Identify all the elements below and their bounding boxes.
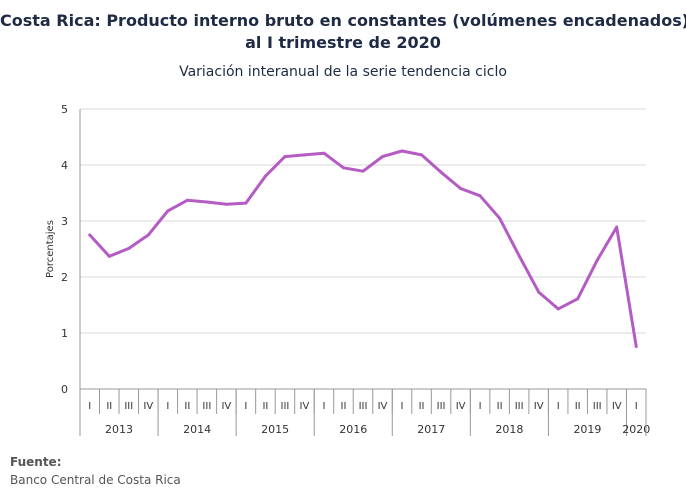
data-point: [595, 258, 599, 262]
chart-title: Costa Rica: Producto interno bruto en co…: [0, 10, 686, 54]
chart-title-line-1: Costa Rica: Producto interno bruto en co…: [0, 11, 686, 30]
x-tick-label: III: [359, 401, 368, 412]
data-point: [341, 166, 345, 170]
data-point: [88, 233, 92, 237]
source-label: Fuente:: [10, 455, 62, 469]
x-tick-label: I: [88, 401, 91, 412]
data-point: [205, 200, 209, 204]
y-tick-label: 1: [61, 327, 68, 340]
data-point: [478, 194, 482, 198]
x-tick-label: IV: [612, 401, 622, 412]
year-label: 2020: [622, 423, 650, 436]
data-point: [634, 344, 638, 348]
x-tick-label: I: [401, 401, 404, 412]
data-point: [439, 170, 443, 174]
y-tick-label: 2: [61, 271, 68, 284]
data-point: [166, 209, 170, 213]
x-tick-label: I: [322, 401, 325, 412]
x-tick-label: I: [479, 401, 482, 412]
data-point: [420, 153, 424, 157]
data-point: [459, 187, 463, 191]
data-point: [244, 201, 248, 205]
year-label: 2019: [573, 423, 601, 436]
data-point: [381, 155, 385, 159]
x-tick-label: I: [557, 401, 560, 412]
data-point: [283, 155, 287, 159]
year-label: 2015: [261, 423, 289, 436]
data-point: [107, 254, 111, 258]
source-text: Banco Central de Costa Rica: [10, 473, 181, 487]
data-point: [537, 290, 541, 294]
year-label: 2014: [183, 423, 211, 436]
x-tick-label: I: [635, 401, 638, 412]
y-tick-label: 5: [61, 103, 68, 116]
x-tick-label: IV: [456, 401, 466, 412]
x-tick-label: II: [262, 401, 268, 412]
data-point: [185, 198, 189, 202]
x-tick-label: I: [166, 401, 169, 412]
x-tick-label: II: [106, 401, 112, 412]
data-point: [361, 169, 365, 173]
data-point: [498, 216, 502, 220]
chart-subtitle: Variación interanual de la serie tendenc…: [179, 64, 507, 80]
y-tick-label: 0: [61, 383, 68, 396]
x-tick-label: III: [202, 401, 211, 412]
y-tick-label: 3: [61, 215, 68, 228]
data-point: [224, 202, 228, 206]
y-tick-label: 4: [61, 159, 68, 172]
data-point: [127, 246, 131, 250]
data-point: [615, 225, 619, 229]
x-tick-label: III: [437, 401, 446, 412]
x-tick-label: III: [515, 401, 524, 412]
data-point: [400, 149, 404, 153]
x-tick-label: IV: [300, 401, 310, 412]
x-tick-label: IV: [378, 401, 388, 412]
data-point: [517, 254, 521, 258]
x-tick-label: II: [419, 401, 425, 412]
data-point: [556, 307, 560, 311]
x-tick-label: IV: [534, 401, 544, 412]
data-point: [322, 151, 326, 155]
x-tick-label: II: [184, 401, 190, 412]
x-tick-label: II: [575, 401, 581, 412]
data-point: [302, 153, 306, 157]
data-point: [146, 233, 150, 237]
chart-title-line-2: al I trimestre de 2020: [245, 33, 441, 52]
year-label: 2018: [495, 423, 523, 436]
x-tick-label: I: [244, 401, 247, 412]
year-label: 2013: [105, 423, 133, 436]
data-point: [263, 174, 267, 178]
data-point: [576, 297, 580, 301]
x-tick-label: III: [124, 401, 133, 412]
x-tick-label: IV: [143, 401, 153, 412]
x-tick-label: II: [341, 401, 347, 412]
x-tick-label: III: [281, 401, 290, 412]
year-label: 2017: [417, 423, 445, 436]
x-tick-label: IV: [221, 401, 231, 412]
x-tick-label: II: [497, 401, 503, 412]
series-line: [88, 149, 638, 348]
y-axis-label: Porcentajes: [45, 220, 56, 278]
x-tick-label: III: [593, 401, 602, 412]
year-label: 2016: [339, 423, 367, 436]
